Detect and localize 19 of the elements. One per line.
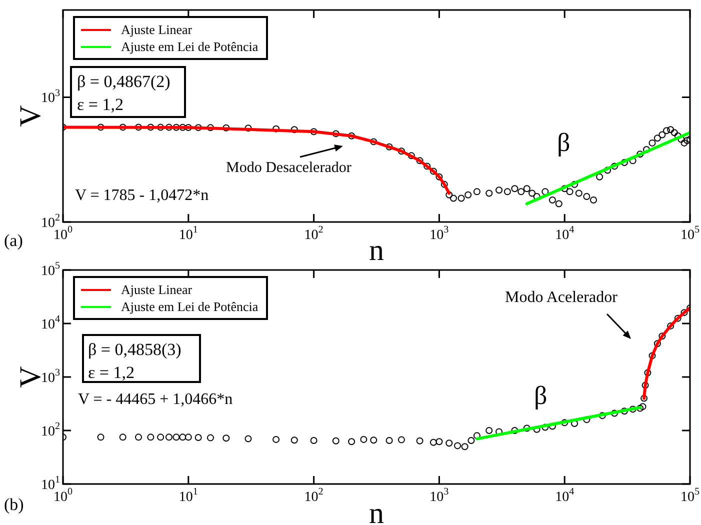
- legend-label: Ajuste Linear: [121, 22, 192, 38]
- annotation: V = 1785 - 1,0472*n: [75, 187, 209, 204]
- annotation: Modo Desacelerador: [226, 160, 352, 176]
- text: (b): [4, 495, 24, 514]
- y-axis-title: V: [14, 104, 47, 127]
- annotation: V = - 44465 + 1,0466*n: [78, 391, 233, 408]
- x-axis-title: n: [369, 497, 384, 525]
- annotation: Modo Acelerador: [505, 289, 618, 306]
- legend-label: Ajuste em Lei de Potência: [121, 298, 258, 314]
- x-axis-title: n: [369, 234, 384, 267]
- annotation: β = 0,4858(3): [88, 340, 182, 359]
- annotation: ε = 1,2: [77, 95, 124, 114]
- legend-label: Ajuste em Lei de Potência: [121, 38, 258, 54]
- legend-label: Ajuste Linear: [121, 282, 192, 298]
- annotation: ε = 1,2: [88, 363, 134, 382]
- annotation: β = 0,4867(2): [77, 72, 170, 91]
- annotation: β: [534, 381, 548, 410]
- text: (a): [4, 231, 23, 250]
- annotation: β: [557, 128, 570, 157]
